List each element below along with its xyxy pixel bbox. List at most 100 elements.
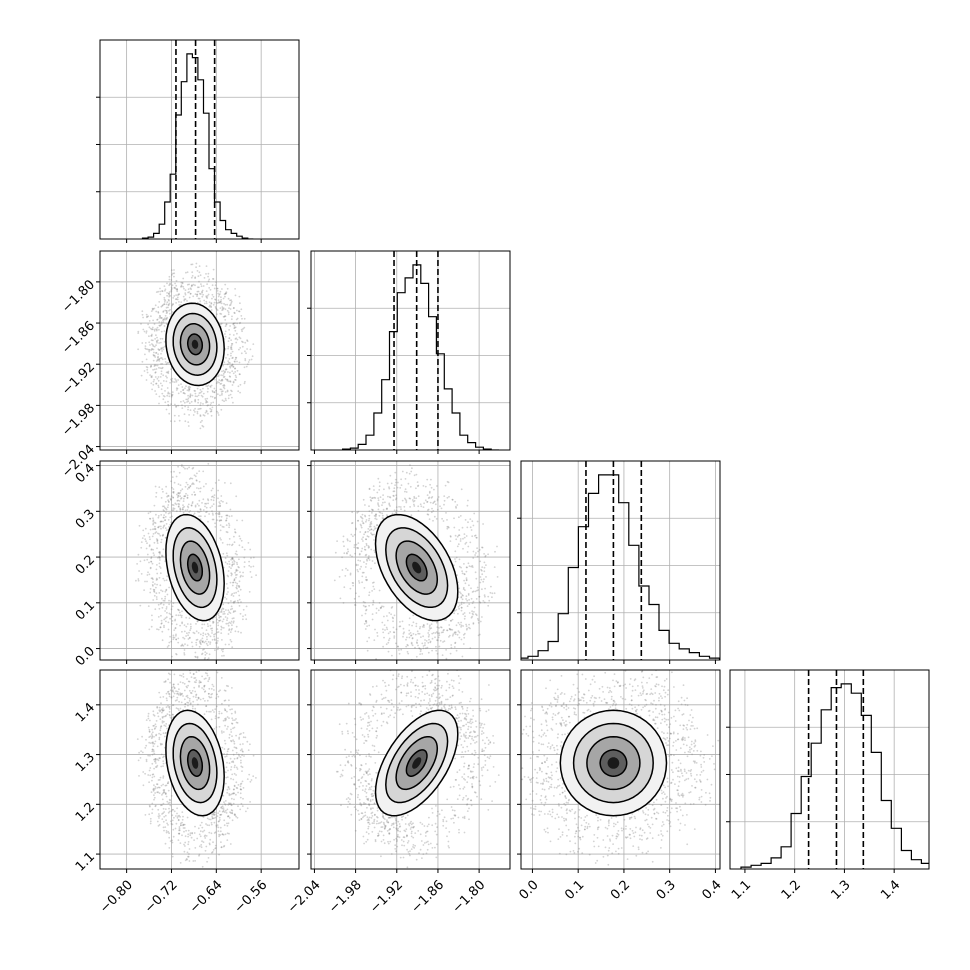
scatter-point xyxy=(371,618,374,621)
scatter-point xyxy=(204,654,207,656)
scatter-point xyxy=(151,614,153,617)
scatter-point xyxy=(156,340,158,343)
scatter-point xyxy=(239,347,242,349)
scatter-point xyxy=(187,684,190,687)
scatter-point xyxy=(211,391,214,393)
scatter-point xyxy=(647,808,650,811)
scatter-point xyxy=(686,704,689,707)
scatter-point xyxy=(428,518,431,521)
scatter-point xyxy=(457,720,460,722)
scatter-point xyxy=(230,594,233,596)
scatter-point xyxy=(367,827,370,830)
scatter-point xyxy=(368,783,371,785)
scatter-point xyxy=(437,636,440,639)
scatter-point xyxy=(149,511,152,513)
scatter-point xyxy=(363,587,366,589)
scatter-point xyxy=(210,305,212,308)
scatter-point xyxy=(610,817,613,819)
scatter-point xyxy=(363,548,366,551)
scatter-point xyxy=(224,643,227,646)
scatter-point xyxy=(433,703,436,706)
scatter-point xyxy=(455,779,457,781)
scatter-point xyxy=(438,684,440,687)
scatter-point xyxy=(484,742,486,745)
scatter-point xyxy=(214,396,217,399)
scatter-point xyxy=(389,816,392,819)
scatter-point xyxy=(154,787,157,790)
panel-plot-area xyxy=(521,461,720,660)
scatter-point xyxy=(159,709,162,712)
scatter-point xyxy=(353,597,356,600)
scatter-point xyxy=(390,699,393,701)
scatter-point xyxy=(163,395,166,398)
scatter-point xyxy=(232,617,235,619)
scatter-point xyxy=(168,302,171,305)
scatter-point xyxy=(243,317,246,320)
contour-line xyxy=(179,540,211,595)
scatter-point xyxy=(242,732,245,734)
contour-line xyxy=(385,722,449,804)
scatter-point xyxy=(372,601,375,604)
scatter-point xyxy=(221,626,223,629)
scatter-point xyxy=(225,357,227,359)
scatter-point xyxy=(165,819,168,822)
scatter-point xyxy=(227,748,229,751)
scatter-point xyxy=(411,670,413,673)
scatter-point xyxy=(199,515,202,518)
scatter-point xyxy=(448,686,451,689)
scatter-point xyxy=(158,366,160,369)
scatter-point xyxy=(223,384,226,387)
scatter-point xyxy=(194,860,197,862)
scatter-point xyxy=(157,359,159,362)
scatter-point xyxy=(228,802,230,805)
scatter-point xyxy=(155,568,158,571)
scatter-point xyxy=(428,694,431,697)
scatter-point xyxy=(165,589,168,592)
scatter-point xyxy=(371,590,373,592)
scatter-point xyxy=(194,825,196,828)
scatter-point xyxy=(236,553,238,556)
scatter-point xyxy=(559,745,562,747)
scatter-point xyxy=(221,309,224,311)
scatter-point xyxy=(167,824,169,826)
scatter-point xyxy=(595,697,597,700)
scatter-point xyxy=(466,810,469,812)
scatter-point xyxy=(159,572,162,575)
scatter-point xyxy=(233,757,236,760)
scatter-point xyxy=(474,554,476,556)
scatter-point xyxy=(188,631,190,634)
scatter-point xyxy=(159,357,162,360)
scatter-point xyxy=(231,561,234,563)
scatter-point xyxy=(222,384,225,387)
scatter-point xyxy=(137,348,140,351)
scatter-point xyxy=(216,631,219,634)
scatter-point xyxy=(193,681,196,683)
scatter-point xyxy=(221,702,223,705)
scatter-point xyxy=(613,701,616,703)
scatter-point xyxy=(415,625,418,628)
scatter-point xyxy=(458,831,460,834)
scatter-point xyxy=(211,813,214,816)
scatter-point xyxy=(432,502,434,505)
scatter-point xyxy=(477,550,479,553)
scatter-point xyxy=(213,391,216,394)
scatter-point xyxy=(213,494,216,496)
scatter-point xyxy=(381,605,383,608)
scatter-point xyxy=(368,604,370,607)
scatter-point xyxy=(406,834,408,837)
scatter-point xyxy=(169,516,172,519)
scatter-point xyxy=(237,791,240,794)
scatter-point xyxy=(680,770,682,772)
scatter-point xyxy=(144,527,147,530)
scatter-point xyxy=(363,803,365,805)
scatter-point xyxy=(162,548,165,551)
scatter-point xyxy=(427,840,429,843)
scatter-point xyxy=(167,672,170,675)
scatter-point xyxy=(595,814,598,816)
scatter-point xyxy=(185,398,188,401)
scatter-point xyxy=(205,506,208,509)
scatter-point xyxy=(217,497,219,500)
scatter-point xyxy=(152,522,155,525)
scatter-point xyxy=(171,713,174,716)
scatter-point xyxy=(462,625,464,627)
